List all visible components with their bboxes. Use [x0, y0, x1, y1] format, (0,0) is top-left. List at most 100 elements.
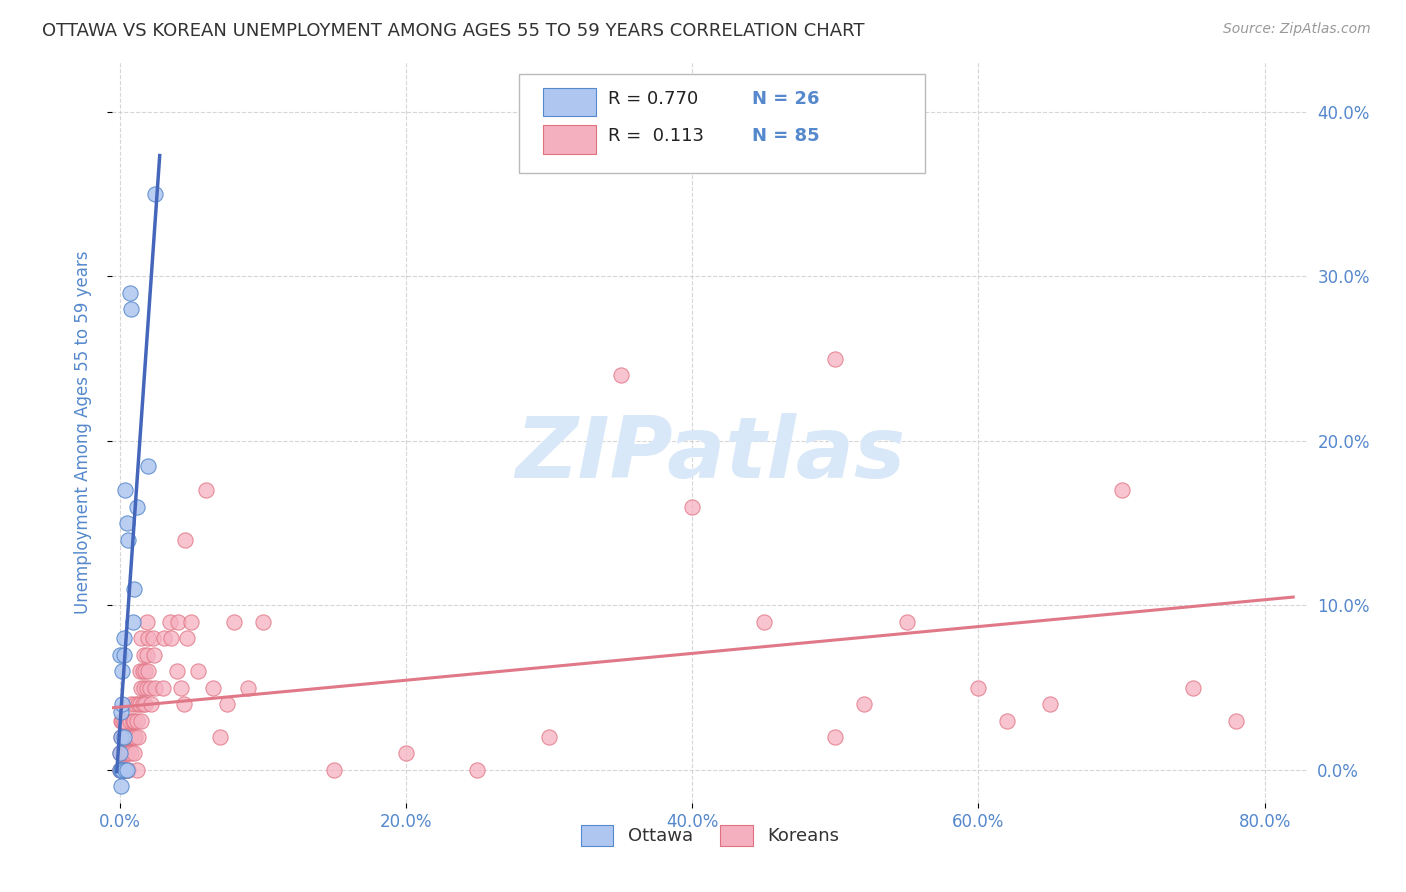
Point [112, 763, 135, 777]
Point [114, 747, 136, 761]
Point [173, 697, 195, 711]
Point [187, 664, 209, 678]
Point [115, 747, 138, 761]
Point [138, 681, 160, 695]
Point [129, 681, 152, 695]
Point [139, 697, 162, 711]
Point [145, 681, 167, 695]
Point [120, 697, 142, 711]
Point [117, 763, 139, 777]
Text: N = 26: N = 26 [752, 90, 820, 108]
Point [117, 533, 139, 547]
Point [131, 664, 153, 678]
Point [112, 648, 135, 662]
Point [111, 730, 134, 744]
Point [174, 533, 197, 547]
Legend: Ottawa, Koreans: Ottawa, Koreans [574, 818, 846, 853]
Point [111, 763, 134, 777]
Point [110, 763, 132, 777]
Point [995, 714, 1018, 728]
Point [852, 697, 875, 711]
Point [135, 648, 157, 662]
Point [115, 763, 138, 777]
Point [115, 763, 138, 777]
Point [824, 730, 846, 744]
Point [967, 681, 990, 695]
Point [134, 664, 156, 678]
Text: Source: ZipAtlas.com: Source: ZipAtlas.com [1223, 22, 1371, 37]
Point [115, 516, 138, 530]
Point [111, 763, 134, 777]
Point [110, 763, 132, 777]
Point [252, 615, 274, 629]
Point [208, 730, 231, 744]
Point [111, 763, 134, 777]
FancyBboxPatch shape [543, 126, 596, 153]
FancyBboxPatch shape [519, 73, 925, 173]
Point [114, 763, 136, 777]
Point [194, 483, 217, 498]
Point [180, 615, 202, 629]
Point [170, 681, 193, 695]
Point [125, 714, 148, 728]
Point [111, 747, 134, 761]
Point [122, 582, 145, 596]
Point [1039, 697, 1062, 711]
Point [115, 730, 138, 744]
Point [110, 730, 132, 744]
Point [160, 632, 183, 646]
Point [118, 714, 141, 728]
Point [135, 615, 157, 629]
Point [129, 632, 152, 646]
Point [110, 706, 132, 720]
Point [114, 730, 136, 744]
Text: OTTAWA VS KOREAN UNEMPLOYMENT AMONG AGES 55 TO 59 YEARS CORRELATION CHART: OTTAWA VS KOREAN UNEMPLOYMENT AMONG AGES… [42, 22, 865, 40]
Point [128, 664, 150, 678]
Y-axis label: Unemployment Among Ages 55 to 59 years: Unemployment Among Ages 55 to 59 years [73, 251, 91, 615]
Point [609, 368, 631, 382]
Point [122, 747, 145, 761]
Point [142, 632, 165, 646]
Text: N = 85: N = 85 [752, 127, 820, 145]
Point [114, 763, 136, 777]
Text: R =  0.113: R = 0.113 [609, 127, 704, 145]
Point [129, 714, 152, 728]
Point [135, 681, 157, 695]
Point [127, 697, 149, 711]
Point [752, 615, 775, 629]
Point [681, 500, 703, 514]
Point [111, 664, 134, 678]
Point [108, 763, 131, 777]
Point [152, 681, 174, 695]
Point [111, 697, 134, 711]
Point [120, 302, 142, 317]
Text: ZIPatlas: ZIPatlas [515, 413, 905, 496]
Point [110, 730, 132, 744]
Point [215, 697, 238, 711]
Point [145, 187, 167, 202]
Point [112, 632, 135, 646]
Point [153, 632, 176, 646]
Point [132, 681, 155, 695]
Point [120, 747, 142, 761]
Point [159, 615, 181, 629]
Point [124, 697, 146, 711]
Point [125, 500, 148, 514]
Point [121, 730, 143, 744]
Point [108, 648, 131, 662]
Point [112, 714, 135, 728]
FancyBboxPatch shape [543, 88, 596, 117]
Point [323, 763, 346, 777]
Point [108, 747, 131, 761]
Point [111, 714, 134, 728]
Point [114, 483, 136, 498]
Point [125, 763, 148, 777]
Point [112, 730, 135, 744]
Point [121, 714, 143, 728]
Point [112, 730, 135, 744]
Point [110, 747, 132, 761]
Point [108, 763, 131, 777]
Point [395, 747, 418, 761]
Point [117, 730, 139, 744]
Point [128, 697, 150, 711]
